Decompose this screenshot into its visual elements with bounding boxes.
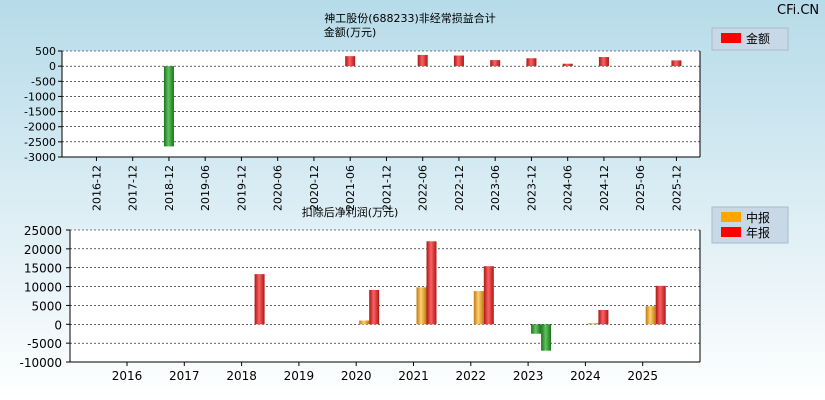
chart2-title: 扣除后净利润(万元): [302, 205, 399, 219]
chart1-bar: [671, 60, 682, 67]
chart2-xtick-label: 2023: [513, 369, 544, 383]
chart2-ytick-label: 0: [54, 318, 62, 332]
watermark: CFi.CN: [777, 3, 819, 18]
chart2-xtick-label: 2021: [398, 369, 429, 383]
chart1-ytick-label: 0: [49, 60, 56, 73]
chart1-xtick-label: 2019-06: [199, 165, 212, 211]
chart1-xtick-label: 2017-12: [127, 165, 140, 211]
chart1-xtick-label: 2022-06: [417, 165, 430, 211]
chart1-bar: [526, 58, 537, 67]
chart2-legend-label: 中报: [746, 210, 770, 225]
chart1-ytick-label: -3000: [24, 151, 56, 164]
chart1-xtick-label: 2018-12: [163, 165, 176, 211]
chart2-plot-area: [70, 230, 700, 362]
chart1-xtick-label: 2020-06: [272, 165, 285, 211]
chart2-xtick-label: 2019: [284, 369, 315, 383]
chart1-plot-area: [62, 51, 700, 157]
chart1-xtick-label: 2021-12: [380, 165, 393, 211]
chart1-xtick-label: 2025-06: [634, 165, 647, 211]
chart1-title: 神工股份(688233)非经常损益合计: [324, 11, 496, 25]
chart2-xtick-label: 2025: [627, 369, 658, 383]
chart1-xtick-label: 2023-12: [525, 165, 538, 211]
chart1-subtitle: 金额(万元): [324, 25, 377, 39]
chart2-xtick-label: 2018: [226, 369, 257, 383]
chart2-ytick-label: 15000: [24, 262, 62, 276]
chart1-ytick-label: -1000: [24, 90, 56, 103]
chart2-xtick-label: 2024: [570, 369, 601, 383]
chart2-bar-interim: [359, 320, 370, 325]
chart2-xtick-label: 2016: [112, 369, 143, 383]
chart2-bar-annual: [254, 274, 265, 325]
chart1-group: 500 0 -500 -1000 -1500 -2000 -2500 -3000 2016-12…: [24, 45, 701, 211]
chart1-ytick-label: 500: [35, 45, 56, 58]
chart1-ytick-label: -2500: [24, 136, 56, 149]
chart2-bar-interim: [416, 287, 427, 325]
chart2-ytick-label: -5000: [27, 337, 62, 351]
chart1-bar: [598, 57, 609, 67]
chart2-xtick-label: 2020: [341, 369, 372, 383]
chart2-ytick-label: 20000: [24, 243, 62, 257]
chart1-bar: [490, 60, 501, 67]
chart2-bar-interim: [531, 324, 542, 334]
chart2-legend-label: 年报: [746, 225, 770, 240]
chart1-xtick-label: 2016-12: [90, 165, 103, 211]
chart1-xtick-label: 2019-12: [235, 165, 248, 211]
chart2-bar-interim: [473, 291, 484, 325]
chart2-bar-annual: [655, 285, 666, 325]
chart1-legend-label: 金额: [746, 31, 770, 46]
chart1-bar: [163, 66, 174, 147]
chart2-bar-interim: [588, 323, 599, 325]
chart2-group: 25000 20000 15000 10000 5000 0 -5000 -10000 2016…: [19, 224, 701, 383]
chart1-xtick-label: 2024-06: [562, 165, 575, 211]
chart2-bar-annual: [598, 309, 609, 325]
chart1-legend-swatch: [721, 33, 741, 43]
chart2-bar-annual: [541, 324, 552, 351]
chart2-legend-swatch: [721, 227, 741, 237]
chart2-xtick-label: 2022: [456, 369, 487, 383]
chart1-bar: [562, 63, 573, 67]
chart2-bar-annual: [369, 289, 380, 325]
chart2-ytick-label: 5000: [31, 299, 62, 313]
chart1-bar: [345, 56, 356, 67]
chart2-bar-annual: [483, 266, 494, 325]
chart1-bar: [417, 54, 428, 67]
chart1-xtick-label: 2023-06: [489, 165, 502, 211]
chart1-ytick-label: -1500: [24, 106, 56, 119]
chart1-xtick-label: 2021-06: [344, 165, 357, 211]
chart2-bar-annual: [426, 241, 437, 325]
chart2-ytick-label: 10000: [24, 281, 62, 295]
chart2-ytick-label: 25000: [24, 224, 62, 238]
chart1-xtick-label: 2025-12: [670, 165, 683, 211]
chart1-bar: [453, 55, 464, 67]
chart1-ytick-label: -2000: [24, 121, 56, 134]
chart2-bar-interim: [645, 306, 656, 325]
chart1-xtick-label: 2024-12: [598, 165, 611, 211]
chart1-ytick-label: -500: [31, 75, 56, 88]
chart1-xtick-label: 2020-12: [308, 165, 321, 211]
chart2-legend-swatch: [721, 212, 741, 222]
chart2-xtick-label: 2017: [169, 369, 200, 383]
chart2-ytick-label: -10000: [19, 356, 62, 370]
chart1-xtick-label: 2022-12: [453, 165, 466, 211]
